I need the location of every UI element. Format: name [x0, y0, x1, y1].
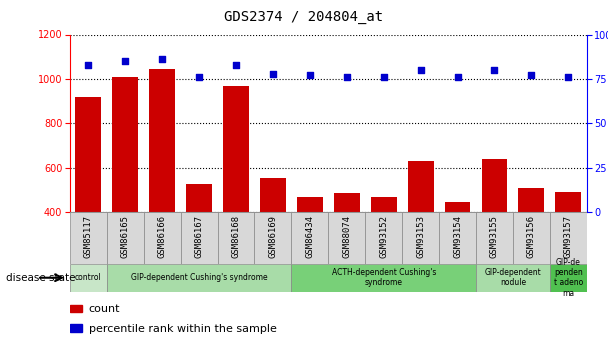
Point: [157, 57, 167, 62]
Bar: [70, 305, 82, 313]
Bar: [297, 197, 323, 301]
Text: GSM86166: GSM86166: [157, 215, 167, 258]
Text: GSM93157: GSM93157: [564, 215, 573, 258]
Bar: [365, 212, 402, 264]
Text: GSM86168: GSM86168: [232, 215, 241, 258]
Bar: [70, 212, 107, 264]
Point: [268, 71, 278, 76]
Bar: [291, 264, 476, 292]
Bar: [107, 264, 291, 292]
Bar: [371, 197, 396, 301]
Text: count: count: [89, 304, 120, 314]
Bar: [555, 192, 581, 301]
Point: [231, 62, 241, 68]
Bar: [402, 212, 439, 264]
Bar: [223, 86, 249, 301]
Bar: [181, 212, 218, 264]
Text: GSM93155: GSM93155: [490, 215, 499, 258]
Point: [120, 58, 130, 64]
Point: [564, 75, 573, 80]
Text: GSM93156: GSM93156: [527, 215, 536, 258]
Bar: [70, 264, 107, 292]
Point: [195, 75, 204, 80]
Bar: [476, 212, 513, 264]
Bar: [112, 77, 138, 301]
Bar: [444, 201, 471, 301]
Text: GSM93152: GSM93152: [379, 215, 388, 258]
Text: GSM86169: GSM86169: [269, 215, 277, 258]
Text: GIP-dependent
nodule: GIP-dependent nodule: [485, 268, 541, 287]
Text: disease state: disease state: [6, 273, 75, 283]
Bar: [291, 212, 328, 264]
Bar: [218, 212, 255, 264]
Point: [342, 75, 351, 80]
Text: GIP-dependent Cushing's syndrome: GIP-dependent Cushing's syndrome: [131, 273, 268, 282]
Bar: [70, 324, 82, 332]
Bar: [75, 97, 102, 301]
Bar: [186, 185, 212, 301]
Text: GSM93154: GSM93154: [453, 215, 462, 258]
Bar: [482, 159, 507, 301]
Text: GSM85117: GSM85117: [84, 215, 93, 258]
Text: GSM86165: GSM86165: [121, 215, 130, 258]
Point: [452, 75, 462, 80]
Bar: [255, 212, 291, 264]
Point: [83, 62, 93, 68]
Bar: [328, 212, 365, 264]
Text: ACTH-dependent Cushing's
syndrome: ACTH-dependent Cushing's syndrome: [331, 268, 436, 287]
Point: [379, 75, 389, 80]
Bar: [439, 212, 476, 264]
Text: GSM93153: GSM93153: [416, 215, 425, 258]
Bar: [513, 212, 550, 264]
Text: GSM86167: GSM86167: [195, 215, 204, 258]
Bar: [260, 178, 286, 301]
Bar: [334, 193, 360, 301]
Text: GDS2374 / 204804_at: GDS2374 / 204804_at: [224, 10, 384, 24]
Text: GIP-de
penden
t adeno
ma: GIP-de penden t adeno ma: [554, 258, 583, 298]
Bar: [550, 212, 587, 264]
Bar: [476, 264, 550, 292]
Point: [489, 67, 499, 73]
Bar: [107, 212, 143, 264]
Point: [305, 72, 315, 78]
Bar: [143, 212, 181, 264]
Bar: [150, 69, 175, 301]
Text: GSM86434: GSM86434: [305, 215, 314, 258]
Bar: [408, 161, 434, 301]
Bar: [519, 188, 544, 301]
Text: percentile rank within the sample: percentile rank within the sample: [89, 324, 277, 334]
Point: [527, 72, 536, 78]
Text: GSM88074: GSM88074: [342, 215, 351, 258]
Bar: [550, 264, 587, 292]
Text: control: control: [75, 273, 102, 282]
Point: [416, 67, 426, 73]
